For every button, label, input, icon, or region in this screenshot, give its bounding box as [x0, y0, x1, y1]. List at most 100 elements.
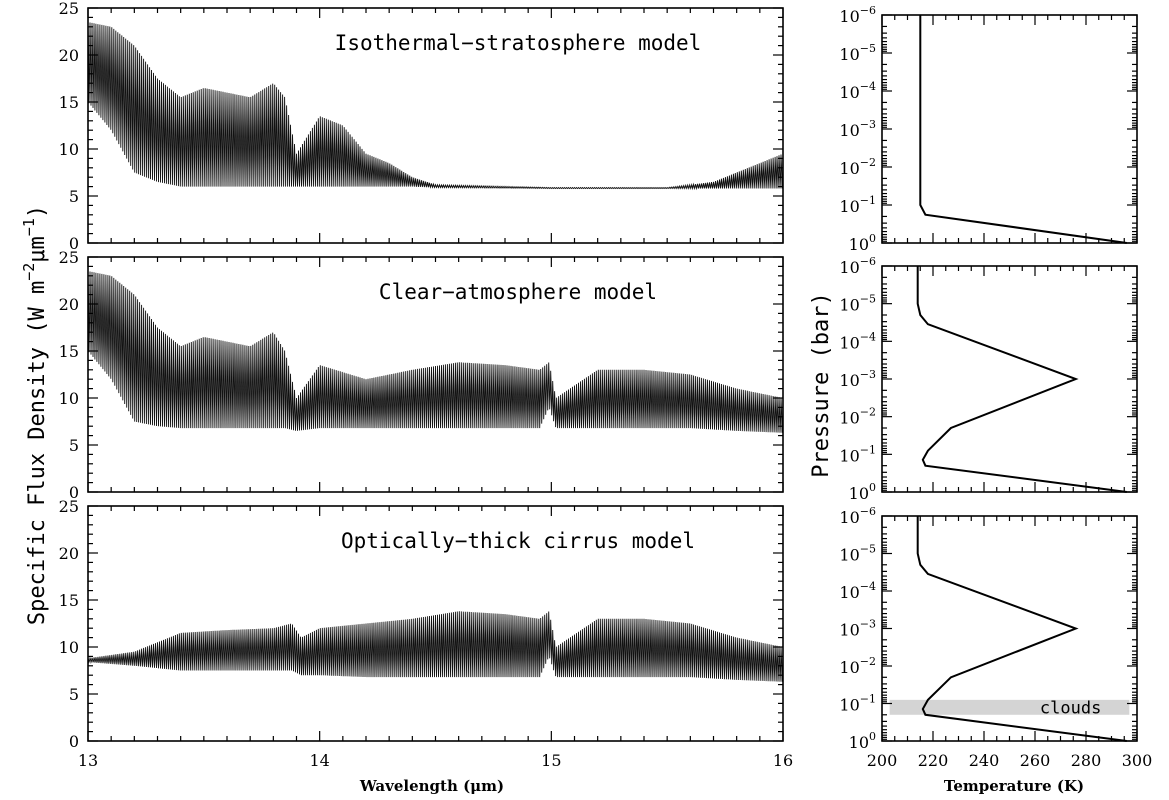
y-axis-title-exp1: −2: [20, 263, 38, 281]
y-tick-label: 100: [849, 730, 876, 752]
plot-frame: [881, 265, 1138, 493]
y-tick-label: 10−1: [839, 693, 876, 715]
y-axis-title-close: ): [25, 205, 50, 218]
tick-exponent: −4: [860, 330, 876, 343]
tick-base: 10: [849, 733, 869, 752]
y-tick-label: 10−5: [839, 42, 876, 64]
panel-title: Clear−atmosphere model: [379, 280, 657, 304]
y-tick-label: 10−5: [839, 543, 876, 565]
tick-exponent: −6: [860, 255, 876, 268]
spectrum-panel-2: 0 5 10 15 20 25 Clear−atmosphere model: [59, 248, 784, 502]
tick-base: 10: [839, 658, 859, 677]
tick-exponent: −2: [860, 406, 876, 419]
tick-exponent: −5: [860, 42, 876, 55]
tick-base: 10: [839, 696, 859, 715]
y-axis-title-main: Specific Flux Density (W m: [25, 281, 50, 625]
tick-exponent: −1: [860, 194, 876, 207]
spectrum-panel-1: 0 5 10 15 20 25 Isothermal−stratosphere model: [59, 0, 784, 253]
chart-layers: 0 5 10 15 20 25 Isothermal−stratosphere model 0…: [59, 0, 1153, 770]
tick-base: 10: [839, 83, 859, 102]
y-tick-label: 10−1: [839, 443, 876, 465]
y-tick-label: 100: [849, 232, 876, 254]
tick-base: 10: [839, 446, 859, 465]
tick-exponent: −3: [860, 368, 876, 381]
tick-exponent: −5: [860, 543, 876, 556]
y-tick-label: 20: [59, 544, 79, 563]
tick-exponent: −6: [860, 505, 876, 518]
tick-exponent: −2: [860, 655, 876, 668]
spectrum-panel-3: 0 5 10 15 20 25 13 14 15 16 Optically−thick cirrus…: [59, 497, 794, 770]
x-tick-label: 13: [78, 751, 98, 770]
temperature-axis-title: Temperature (K): [944, 777, 1084, 795]
x-tick-label: 280: [1071, 751, 1102, 770]
y-tick-label: 5: [69, 436, 79, 455]
temperature-profile-line: [916, 266, 1127, 493]
tick-base: 10: [849, 484, 869, 503]
y-tick-label: 10−3: [839, 618, 876, 640]
tick-base: 10: [839, 296, 859, 315]
tick-base: 10: [839, 197, 859, 216]
tick-base: 10: [839, 333, 859, 352]
x-tick-label: 15: [541, 751, 561, 770]
y-tick-label: 10−4: [839, 330, 876, 352]
y-tick-label: 10: [59, 389, 79, 408]
x-tick-label: 260: [1020, 751, 1051, 770]
y-tick-label: 10: [59, 140, 79, 159]
y-tick-label: 15: [59, 591, 79, 610]
temperature-profile-line: [919, 15, 1127, 244]
tick-exponent: 0: [869, 481, 876, 494]
y-tick-label: 20: [59, 295, 79, 314]
y-tick-label: 10−6: [839, 255, 876, 277]
y-tick-label: 10−2: [839, 406, 876, 428]
tick-exponent: −1: [860, 693, 876, 706]
tick-base: 10: [839, 409, 859, 428]
y-tick-label: 100: [849, 481, 876, 503]
panel-title: Optically−thick cirrus model: [341, 529, 695, 553]
y-tick-label: 10−4: [839, 580, 876, 602]
y-tick-label: 10−6: [839, 4, 876, 26]
tick-exponent: −3: [860, 118, 876, 131]
tick-exponent: −5: [860, 293, 876, 306]
x-tick-label: 220: [918, 751, 949, 770]
y-tick-label: 5: [69, 685, 79, 704]
y-tick-label: 10−2: [839, 655, 876, 677]
x-tick-label: 240: [969, 751, 1000, 770]
y-tick-label: 10: [59, 638, 79, 657]
y-axis-title: Specific Flux Density (W m−2μm−1): [20, 205, 50, 625]
y-tick-label: 0: [69, 234, 79, 253]
tick-exponent: −4: [860, 580, 876, 593]
tick-base: 10: [849, 235, 869, 254]
y-tick-label: 10−3: [839, 368, 876, 390]
y-tick-label: 25: [59, 497, 79, 516]
y-axis-title-exp2: −1: [20, 218, 38, 236]
tick-base: 10: [839, 508, 859, 527]
y-tick-label: 15: [59, 93, 79, 112]
tick-base: 10: [839, 621, 859, 640]
pressure-axis-title: Pressure (bar): [809, 292, 834, 477]
tick-exponent: −1: [860, 443, 876, 456]
y-tick-label: 25: [59, 0, 79, 18]
spectrum-line: [87, 611, 784, 682]
y-axis-title-mu: μm: [25, 236, 50, 263]
y-tick-label: 15: [59, 342, 79, 361]
tick-base: 10: [839, 7, 859, 26]
y-tick-label: 10−2: [839, 156, 876, 178]
tick-exponent: 0: [869, 730, 876, 743]
tick-base: 10: [839, 258, 859, 277]
y-tick-label: 0: [69, 732, 79, 751]
panel-title: Isothermal−stratosphere model: [335, 31, 702, 55]
x-tick-label: 14: [309, 751, 329, 770]
y-tick-label: 20: [59, 46, 79, 65]
cloud-label: clouds: [1040, 698, 1101, 718]
y-tick-label: 10−1: [839, 194, 876, 216]
y-tick-label: 10−4: [839, 80, 876, 102]
tick-exponent: −2: [860, 156, 876, 169]
y-tick-label: 10−6: [839, 505, 876, 527]
tick-base: 10: [839, 121, 859, 140]
cloud-layer: [889, 699, 1130, 715]
tick-exponent: 0: [869, 232, 876, 245]
x-tick-label: 300: [1122, 751, 1153, 770]
